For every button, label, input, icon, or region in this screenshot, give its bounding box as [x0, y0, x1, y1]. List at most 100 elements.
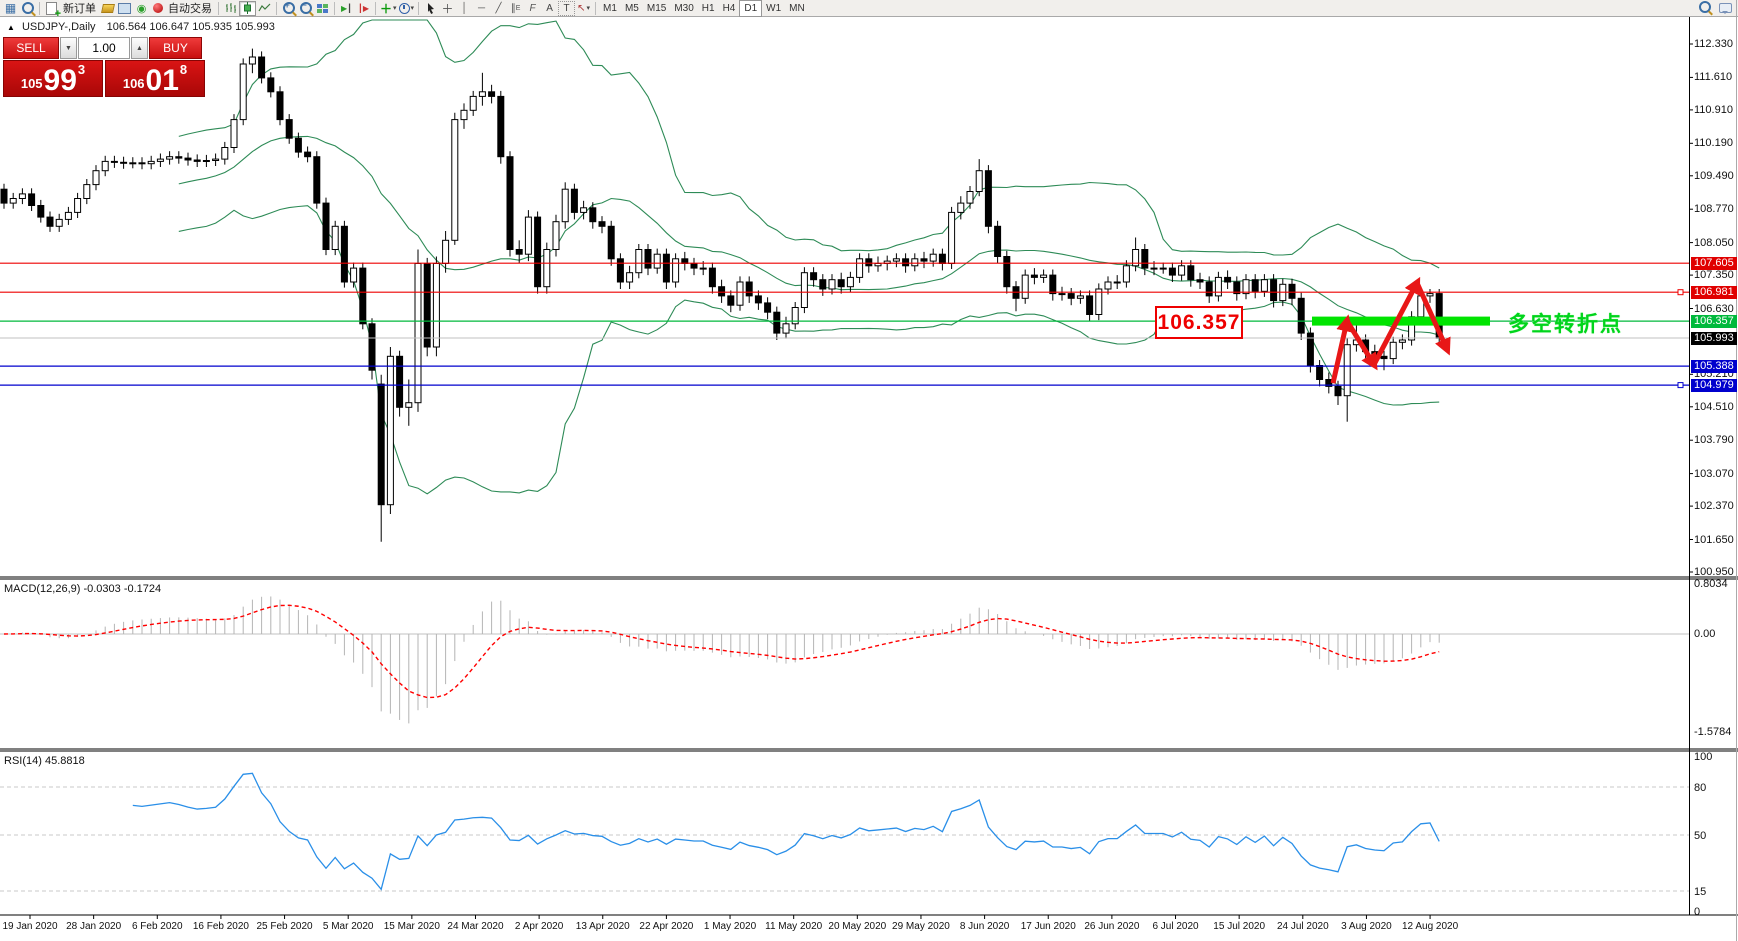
- volume-input[interactable]: 1.00: [78, 37, 130, 59]
- autotrade-label: 自动交易: [168, 3, 212, 15]
- price-axis-label: 112.330: [1694, 38, 1733, 50]
- macd-axis-label: 0.8034: [1694, 578, 1728, 590]
- toolbar-separator: [39, 1, 40, 15]
- line-chart-mode-button[interactable]: [256, 1, 273, 16]
- price-axis-label: 108.770: [1694, 203, 1734, 216]
- vertical-line-tool-button[interactable]: │: [461, 2, 468, 14]
- macd-label: MACD(12,26,9) -0.0303 -0.1724: [4, 583, 162, 595]
- turning-point-bar-object[interactable]: [1312, 316, 1490, 326]
- bar-chart-mode-button[interactable]: [222, 1, 239, 16]
- autotrade-button[interactable]: 自动交易: [150, 1, 215, 16]
- tf-h4-button[interactable]: H4: [722, 2, 736, 14]
- cursor-arrow-icon: [427, 3, 434, 14]
- date-label: 8 Jun 2020: [959, 921, 1010, 932]
- crosshair-tool-button[interactable]: ＋: [441, 1, 454, 16]
- symbol-ohlc-values: 106.564 106.647 105.935 105.993: [106, 21, 275, 33]
- fibonacci-tool-button[interactable]: F: [529, 2, 536, 14]
- new-order-label: 新订单: [63, 3, 96, 15]
- tf-m1-button[interactable]: M1: [603, 2, 617, 14]
- toolbar-separator: [418, 1, 420, 15]
- date-label: 1 May 2020: [703, 921, 757, 932]
- chart-window-icon[interactable]: ▦: [4, 1, 17, 15]
- sell-price-figure: 105: [20, 76, 43, 91]
- candlestick-mode-button[interactable]: [239, 0, 256, 16]
- line-handle[interactable]: [1677, 289, 1684, 296]
- date-label: 26 Jun 2020: [1084, 921, 1140, 932]
- indicators-button[interactable]: ＋ ▾: [380, 1, 397, 16]
- buy-button[interactable]: BUY: [149, 37, 202, 59]
- rsi-line: [132, 772, 1440, 891]
- horizontal-line-tool-button[interactable]: ─: [478, 2, 486, 14]
- profile-preview-icon[interactable]: [19, 1, 36, 16]
- date-label: 6 Jul 2020: [1152, 921, 1199, 932]
- sell-price-display[interactable]: 105 99 3: [3, 60, 103, 97]
- date-label: 15 Jul 2020: [1213, 921, 1266, 932]
- macd-axis-label: -1.5784: [1694, 726, 1732, 738]
- clock-icon: [398, 2, 410, 14]
- channel-tool-button[interactable]: ∥ E: [510, 2, 521, 14]
- periods-button[interactable]: ▾: [398, 1, 416, 16]
- tf-h1-button[interactable]: H1: [701, 2, 715, 14]
- date-label: 29 May 2020: [892, 921, 950, 932]
- price-badge: 105.388: [1691, 359, 1737, 373]
- buy-price-pips: 01: [145, 64, 179, 97]
- price-axis-label: 107.350: [1694, 269, 1734, 282]
- zoom-in-button[interactable]: +: [280, 0, 297, 16]
- macd-signal-line: [3, 604, 1440, 699]
- chart-shift-button[interactable]: ┃ ▶: [358, 3, 369, 13]
- sell-price-point: 3: [77, 62, 86, 77]
- tf-m5-button[interactable]: M5: [624, 2, 639, 14]
- symbol-name: USDJPY-,Daily: [21, 21, 96, 33]
- price-axis-label: 100.950: [1694, 566, 1734, 578]
- turning-point-text-object[interactable]: 多空转折点: [1508, 313, 1623, 336]
- toolbar-separator: [334, 1, 335, 15]
- signals-icon[interactable]: ◉: [136, 2, 147, 15]
- zigzag-arrow-object[interactable]: [1414, 281, 1451, 356]
- collapse-panel-icon[interactable]: ▲: [7, 23, 15, 32]
- volume-increase-button[interactable]: ▲: [131, 37, 148, 59]
- tf-w1-button[interactable]: W1: [766, 2, 782, 14]
- volume-decrease-button[interactable]: ▼: [60, 37, 77, 59]
- price-axis-label: 103.790: [1694, 434, 1734, 447]
- candlestick-icon: [244, 2, 251, 14]
- date-label: 16 Feb 2020: [192, 921, 249, 932]
- price-axis-label: 104.510: [1694, 400, 1734, 413]
- search-icon[interactable]: [1699, 1, 1711, 13]
- price-level-label-object[interactable]: 106.357: [1155, 306, 1243, 339]
- trendline-tool-button[interactable]: ╱: [495, 2, 502, 14]
- price-badge: 104.979: [1691, 378, 1737, 392]
- tf-m15-button[interactable]: M15: [646, 2, 667, 14]
- tf-d1-button[interactable]: D1: [739, 0, 763, 17]
- date-label: 15 Mar 2020: [383, 921, 440, 932]
- zoom-out-button[interactable]: −: [297, 0, 314, 16]
- zigzag-arrow-object[interactable]: [1344, 319, 1378, 371]
- chat-icon[interactable]: [1719, 2, 1732, 14]
- tile-windows-button[interactable]: [314, 1, 331, 16]
- text-label-tool-button[interactable]: T: [558, 0, 576, 16]
- autotrade-icon: [153, 3, 163, 13]
- tf-m30-button[interactable]: M30: [674, 2, 694, 14]
- sell-button[interactable]: SELL: [3, 37, 59, 59]
- terminal-icon[interactable]: [116, 1, 133, 16]
- arrows-tool-button[interactable]: ↖ ▾: [577, 2, 590, 14]
- buy-price-display[interactable]: 106 01 8: [105, 60, 205, 97]
- date-label: 3 Aug 2020: [1341, 921, 1392, 932]
- toolbar-separator: [375, 1, 376, 15]
- text-tool-button[interactable]: A: [546, 2, 553, 14]
- zigzag-arrow-object[interactable]: [1330, 314, 1354, 384]
- new-order-icon: [46, 1, 61, 20]
- new-order-button[interactable]: 新订单: [43, 1, 99, 20]
- price-badge: 107.605: [1691, 256, 1737, 270]
- zigzag-arrow-object[interactable]: [1371, 276, 1421, 366]
- date-label: 20 May 2020: [828, 921, 887, 932]
- rsi-label: RSI(14) 45.8818: [4, 755, 85, 767]
- line-handle[interactable]: [1677, 382, 1684, 389]
- auto-scroll-button[interactable]: ▶ ┃: [341, 3, 352, 13]
- main-toolbar: ▦ 新订单 ◉ 自动交易 + − ▶┃ ┃▶ ＋▾ ▾: [0, 0, 1738, 20]
- tf-mn-button[interactable]: MN: [789, 2, 805, 14]
- price-badge: 106.981: [1691, 285, 1737, 299]
- toolbar-separator: [218, 1, 219, 15]
- cursor-tool-button[interactable]: [422, 1, 439, 16]
